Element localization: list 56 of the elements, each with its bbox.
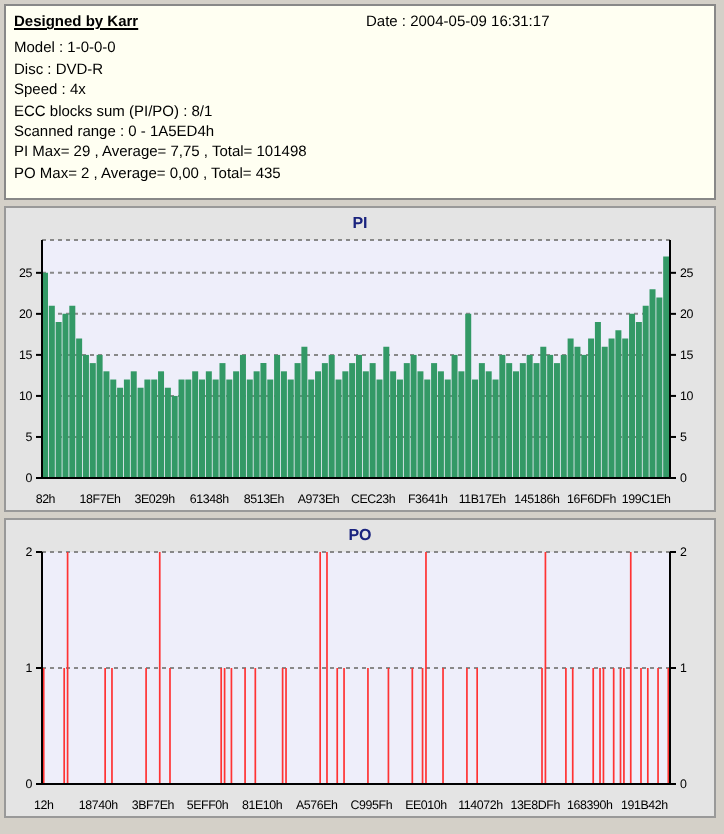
bar [301, 346, 308, 478]
bar [185, 379, 192, 478]
bar [260, 363, 267, 478]
bar [356, 354, 362, 478]
bar [410, 354, 417, 478]
chart-title: PO [346, 526, 374, 544]
bar [465, 313, 472, 478]
bar [649, 289, 656, 478]
bar [478, 363, 485, 478]
bar [315, 371, 322, 478]
bar [205, 371, 212, 478]
bar [199, 379, 205, 478]
bar [506, 363, 513, 478]
bar [321, 363, 328, 478]
bar [663, 256, 670, 478]
bar [403, 363, 410, 478]
bar [499, 354, 506, 478]
bar [151, 379, 158, 478]
bar [519, 363, 526, 478]
bar [328, 354, 335, 478]
bar [451, 354, 458, 478]
bar [553, 363, 560, 478]
bar [608, 338, 615, 478]
bar [526, 354, 533, 478]
bar [540, 346, 547, 478]
bar [96, 354, 103, 478]
bar [437, 371, 444, 478]
bar [431, 363, 438, 478]
bar [219, 363, 226, 478]
bar [615, 330, 622, 478]
bar [144, 379, 151, 478]
bar [123, 379, 130, 478]
bar [239, 354, 246, 478]
bar [369, 363, 376, 478]
bar [117, 387, 124, 478]
bar [383, 346, 390, 478]
bar [513, 371, 519, 478]
bar [130, 371, 137, 478]
chart-title: PI [350, 214, 370, 232]
bar [69, 305, 76, 478]
bar [178, 379, 185, 478]
bar [110, 379, 117, 478]
bar [629, 313, 636, 478]
bar [574, 346, 581, 478]
bar [89, 363, 96, 478]
bar [342, 371, 349, 478]
bar [192, 371, 199, 478]
bar [274, 354, 281, 478]
bar [594, 322, 601, 478]
bar [485, 371, 492, 478]
bar [349, 363, 356, 478]
bar [547, 354, 554, 478]
bar [158, 371, 165, 478]
bar [567, 338, 574, 478]
bar [253, 371, 260, 478]
bar [62, 313, 69, 478]
